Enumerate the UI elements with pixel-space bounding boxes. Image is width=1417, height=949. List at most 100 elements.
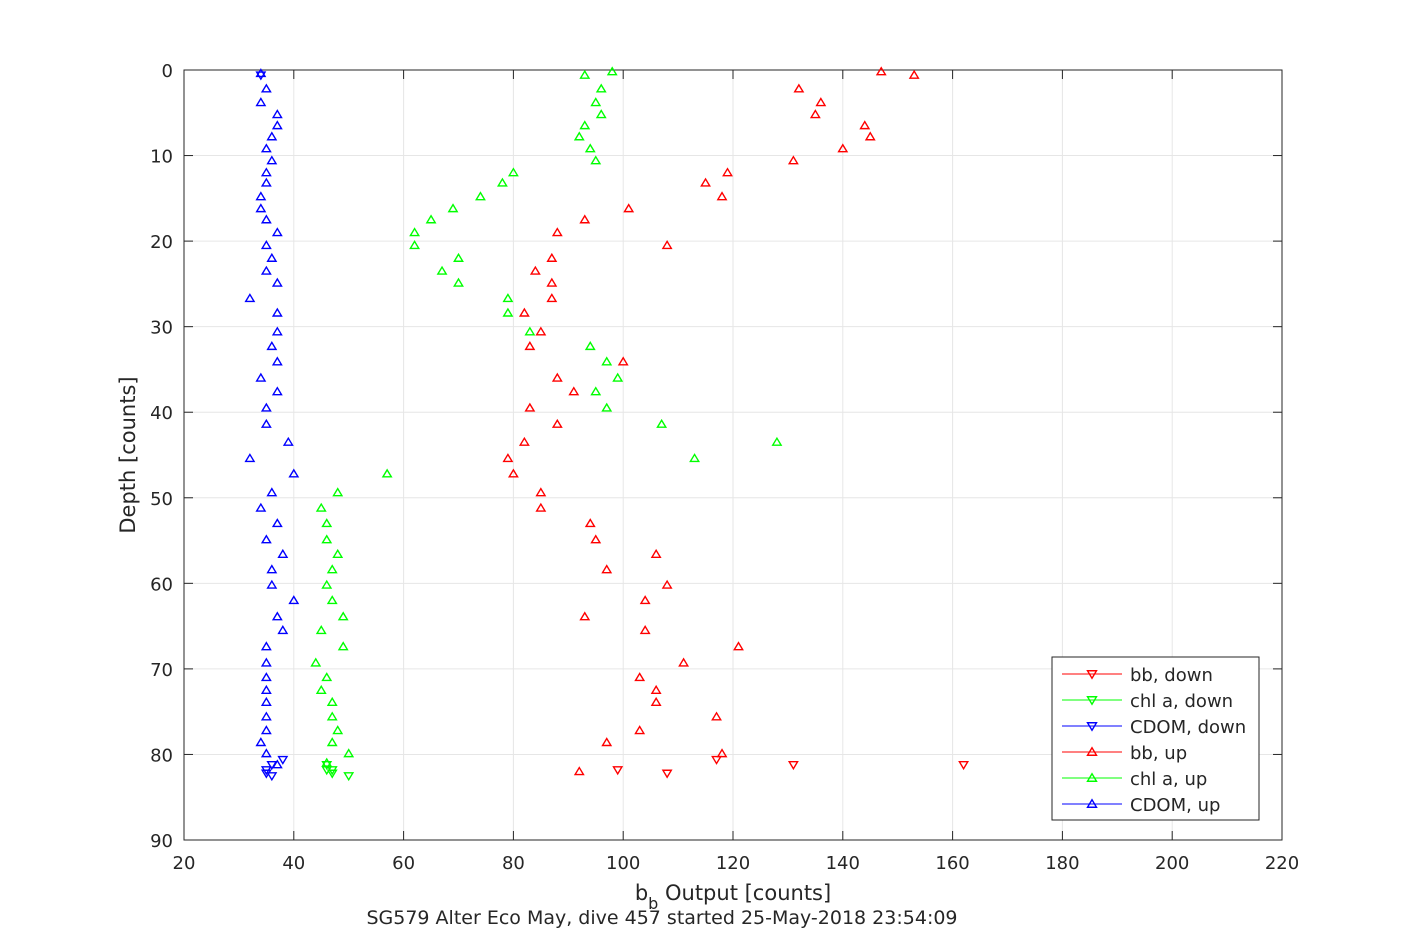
data-point (321, 534, 333, 544)
data-point (260, 725, 272, 735)
data-point (266, 252, 278, 262)
data-point (332, 725, 344, 735)
data-point (326, 711, 338, 721)
data-point (733, 641, 744, 651)
data-point (271, 326, 283, 336)
data-point (771, 436, 783, 446)
data-point (343, 748, 355, 758)
x-axis-label: bb Output [counts] (635, 881, 831, 913)
data-point (579, 120, 591, 130)
legend: bb, down chl a, down CDOM, down bb, up chl a… (1051, 656, 1260, 821)
data-point (260, 748, 272, 758)
data-point (447, 203, 459, 213)
x-tick-label: 160 (935, 853, 969, 874)
y-tick-label: 70 (150, 660, 173, 681)
data-point (271, 611, 283, 621)
series-3 (502, 66, 920, 776)
y-tick-label: 30 (150, 318, 173, 339)
data-point (260, 143, 272, 153)
data-point (343, 772, 355, 782)
data-point (310, 657, 322, 667)
legend-label: chl a, up (1130, 769, 1207, 790)
data-point (315, 625, 327, 635)
x-tick-label: 100 (606, 853, 640, 874)
data-point (453, 252, 464, 262)
legend-entry: chl a, down (1062, 691, 1233, 712)
data-point (260, 83, 272, 93)
x-tick-label: 180 (1045, 853, 1079, 874)
y-tick-label: 20 (150, 232, 173, 253)
data-point (271, 356, 283, 366)
data-point (409, 240, 421, 250)
data-point (315, 684, 327, 695)
data-point (650, 684, 662, 695)
legend-marker (1086, 798, 1098, 808)
data-point (507, 468, 519, 478)
series-0 (612, 755, 970, 779)
data-point (612, 766, 624, 776)
data-point (277, 625, 289, 635)
data-point (529, 265, 541, 275)
legend-label: CDOM, down (1130, 717, 1246, 738)
data-point (634, 672, 646, 682)
data-point (260, 696, 272, 706)
data-point (266, 131, 278, 141)
data-point (716, 748, 728, 758)
data-point (255, 191, 267, 201)
data-point (502, 307, 514, 317)
data-point (524, 402, 536, 412)
data-point (337, 611, 349, 621)
data-point (711, 711, 722, 721)
data-point (584, 143, 596, 153)
data-point (606, 66, 618, 76)
data-point (321, 760, 333, 771)
data-point (584, 518, 596, 528)
data-point (271, 120, 283, 130)
legend-label: bb, down (1130, 665, 1213, 686)
data-point (266, 155, 278, 165)
y-tick-label: 40 (150, 403, 173, 424)
y-tick-label: 90 (150, 831, 173, 852)
data-point (260, 265, 272, 275)
data-point (266, 340, 278, 351)
data-point (282, 436, 294, 446)
data-point (573, 131, 585, 141)
legend-marker (1086, 772, 1098, 782)
data-point (524, 340, 536, 351)
data-point (260, 177, 272, 187)
series-4 (310, 66, 783, 767)
data-point (579, 611, 591, 621)
data-point (266, 564, 278, 574)
data-point (271, 277, 283, 287)
data-point (277, 755, 289, 765)
data-point (859, 120, 871, 130)
data-point (321, 518, 333, 528)
data-point (326, 737, 338, 747)
x-axis-label-subscript: b (648, 894, 658, 913)
data-point (260, 534, 272, 544)
data-point (288, 595, 300, 605)
data-point (579, 69, 591, 79)
data-point (436, 265, 448, 275)
x-tick-label: 120 (716, 853, 750, 874)
series-5 (244, 68, 300, 769)
data-point (535, 487, 547, 497)
data-point (601, 356, 613, 366)
data-point (255, 97, 267, 107)
x-axis-label-main: b (635, 881, 648, 905)
data-point (271, 518, 283, 528)
data-point (689, 453, 701, 463)
legend-entry: CDOM, down (1062, 717, 1246, 738)
data-point (321, 579, 333, 589)
data-point (255, 203, 267, 213)
data-point (260, 657, 272, 667)
legend-label: CDOM, up (1130, 795, 1220, 816)
legend-label: bb, up (1130, 743, 1187, 764)
data-point (244, 293, 256, 303)
data-point (326, 696, 338, 706)
data-point (266, 772, 278, 782)
data-point (535, 326, 547, 336)
data-point (639, 595, 651, 605)
y-tick-label: 10 (150, 147, 173, 168)
